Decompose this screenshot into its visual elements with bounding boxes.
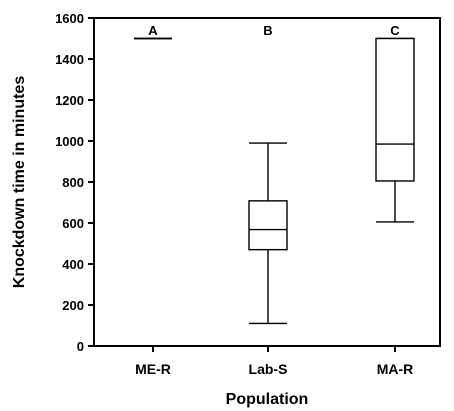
y-tick-label: 600 <box>62 216 84 231</box>
box-plot-boxes: A B C <box>134 23 415 325</box>
y-tick-label: 1400 <box>55 52 84 67</box>
iqr-box <box>375 37 415 182</box>
y-axis-title: Knockdown time in minutes <box>11 76 28 289</box>
box-lab-s: B <box>248 23 288 325</box>
y-axis-ticks: 0 200 400 600 800 1000 1200 1400 1600 <box>55 11 94 354</box>
y-tick-label: 800 <box>62 175 84 190</box>
plot-frame <box>93 17 441 347</box>
y-tick-label: 1200 <box>55 93 84 108</box>
y-tick-label: 400 <box>62 257 84 272</box>
iqr-box <box>248 200 288 251</box>
x-category-label: Lab-S <box>249 361 288 377</box>
x-category-label: ME-R <box>135 361 171 377</box>
x-axis-category-labels: ME-R Lab-S MA-R <box>135 346 413 377</box>
box-ma-r: C <box>375 23 415 223</box>
y-tick-label: 1600 <box>55 11 84 26</box>
significance-letter: C <box>390 23 400 38</box>
x-axis-title: Population <box>226 391 309 408</box>
x-category-label: MA-R <box>377 361 414 377</box>
y-tick-label: 200 <box>62 298 84 313</box>
y-tick-label: 1000 <box>55 134 84 149</box>
significance-letter: B <box>263 23 272 38</box>
box-me-r: A <box>134 23 172 40</box>
significance-letter: A <box>148 23 158 38</box>
y-tick-label: 0 <box>77 339 84 354</box>
